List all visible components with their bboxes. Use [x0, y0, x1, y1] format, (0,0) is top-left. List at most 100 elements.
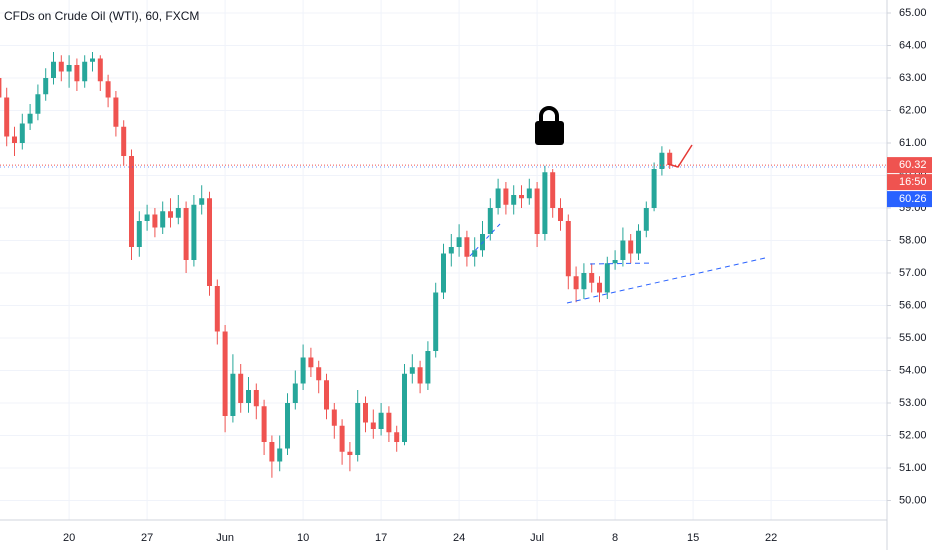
- x-tick-label: 22: [765, 532, 777, 544]
- y-tick-label: 50.00: [899, 494, 927, 506]
- last-price-label: 60.32: [899, 159, 927, 171]
- candle-body: [643, 208, 649, 231]
- y-tick-label: 58.00: [899, 234, 927, 246]
- y-tick-label: 64.00: [899, 39, 927, 51]
- candle-body: [581, 273, 587, 290]
- candle-body: [74, 65, 80, 82]
- candle-body: [207, 198, 212, 286]
- y-tick-label: 52.00: [899, 429, 927, 441]
- candle-body: [152, 214, 158, 228]
- candle-body: [12, 136, 17, 143]
- candle-body: [628, 240, 634, 254]
- projection-line: [667, 144, 693, 168]
- y-tick-label: 57.00: [899, 267, 927, 279]
- x-tick-label: Jun: [216, 532, 234, 544]
- x-tick-label: 15: [687, 532, 699, 544]
- candle-body: [589, 273, 595, 283]
- x-tick-label: 10: [297, 532, 309, 544]
- candle-body: [597, 282, 602, 293]
- candle-body: [105, 81, 111, 98]
- y-tick-label: 62.00: [899, 104, 927, 116]
- candle-body: [300, 357, 306, 384]
- x-tick-label: 24: [453, 532, 465, 544]
- candle-body: [495, 188, 501, 208]
- candle-body: [550, 172, 556, 208]
- candle-body: [97, 58, 103, 82]
- candle-body: [370, 422, 376, 429]
- bid-price-label-box: [887, 191, 932, 208]
- candle-body: [292, 383, 298, 403]
- candles: [0, 52, 887, 478]
- candle-body: [347, 451, 353, 455]
- candle-body: [448, 247, 454, 254]
- candle-body: [331, 409, 337, 426]
- candle-body: [19, 123, 25, 143]
- candle-body: [136, 221, 142, 247]
- candle-body: [168, 211, 173, 218]
- candle-body: [378, 412, 384, 429]
- candle-body: [35, 94, 41, 114]
- y-tick-label: 56.00: [899, 299, 927, 311]
- candle-body: [51, 61, 56, 78]
- candle-body: [238, 373, 244, 403]
- candle-body: [651, 169, 657, 208]
- candle-body: [503, 188, 509, 205]
- candle-body: [58, 61, 64, 72]
- candle-body: [277, 448, 283, 462]
- chart-title: CFDs on Crude Oil (WTI), 60, FXCM: [4, 9, 199, 23]
- candle-body: [417, 367, 423, 384]
- candle-body: [66, 65, 72, 72]
- candle-body: [441, 253, 446, 293]
- candle-body: [519, 195, 524, 199]
- candle-body: [339, 425, 345, 452]
- y-tick-label: 51.00: [899, 462, 927, 474]
- lock-icon: [535, 106, 564, 145]
- y-tick-label: 53.00: [899, 397, 927, 409]
- candle-body: [324, 380, 329, 410]
- candle-body: [285, 403, 290, 449]
- candle-body: [113, 97, 119, 127]
- candle-body: [472, 250, 478, 257]
- candle-body: [316, 367, 322, 381]
- candle-body: [433, 292, 439, 351]
- candle-body: [659, 152, 665, 169]
- y-tick-label: 65.00: [899, 7, 927, 19]
- candle-body: [90, 58, 95, 62]
- candle-body: [175, 208, 181, 218]
- candle-body: [565, 221, 571, 277]
- x-tick-label: 8: [612, 532, 618, 544]
- candle-body: [27, 113, 33, 124]
- candle-body: [199, 198, 205, 205]
- candle-body: [191, 204, 197, 260]
- candle-body: [386, 412, 392, 433]
- candle-body: [246, 390, 251, 403]
- candle-body: [222, 331, 228, 416]
- candle-body: [636, 230, 641, 254]
- candle-body: [667, 152, 673, 166]
- trend-line: [566, 257, 766, 304]
- candle-body: [526, 188, 532, 199]
- candle-body: [542, 172, 548, 234]
- candle-body: [464, 237, 470, 257]
- candle-body: [604, 263, 610, 293]
- candle-body: [253, 390, 259, 407]
- candle-body: [363, 403, 368, 423]
- candle-body: [82, 61, 88, 82]
- y-tick-label: 63.00: [899, 72, 927, 84]
- x-tick-label: 17: [375, 532, 387, 544]
- y-tick-label: 54.00: [899, 364, 927, 376]
- countdown-label-box: [887, 174, 932, 191]
- candle-body: [620, 240, 626, 260]
- y-tick-label: 61.00: [899, 137, 927, 149]
- last-price-label-box: [887, 157, 932, 174]
- trend-line: [589, 262, 654, 265]
- candle-body: [121, 126, 127, 156]
- candle-body: [230, 373, 236, 416]
- candle-body: [183, 208, 189, 260]
- candle-body: [0, 78, 2, 98]
- candle-body: [573, 276, 579, 290]
- candle-body: [409, 367, 415, 374]
- candle-body: [394, 432, 400, 442]
- grid: [0, 0, 887, 520]
